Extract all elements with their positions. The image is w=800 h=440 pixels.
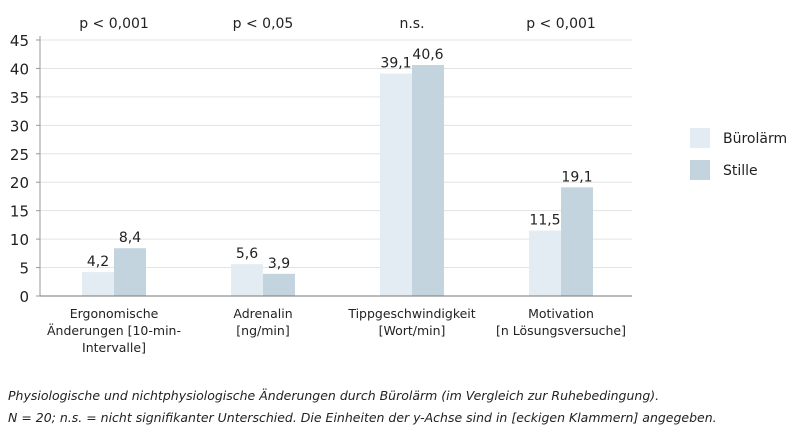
bar-bürolärm bbox=[231, 264, 263, 296]
bar-value-label: 8,4 bbox=[119, 230, 141, 246]
significance-label: p < 0,001 bbox=[526, 16, 596, 32]
bar-bürolärm bbox=[380, 73, 412, 296]
significance-label: n.s. bbox=[399, 16, 424, 32]
x-category-label: [Wort/min] bbox=[379, 323, 446, 338]
bar-stille bbox=[114, 248, 146, 296]
legend-swatch bbox=[690, 160, 710, 180]
x-category-label: [ng/min] bbox=[236, 323, 289, 338]
bar-stille bbox=[561, 187, 593, 296]
bar-stille bbox=[412, 65, 444, 296]
y-tick-label: 45 bbox=[10, 32, 29, 50]
x-category-label: Ergonomische bbox=[70, 306, 159, 321]
y-tick-label: 5 bbox=[19, 260, 29, 278]
bar-value-label: 4,2 bbox=[87, 254, 109, 270]
y-tick-label: 20 bbox=[10, 174, 29, 192]
bar-chart: 0 5 10 15 20 25 30 35 40 45 4,2 5,6 39,1 11,5 8,4 3,9 40… bbox=[10, 16, 787, 355]
y-tick-label: 30 bbox=[10, 117, 29, 135]
x-category-label: Motivation bbox=[528, 306, 594, 321]
y-tick-label: 10 bbox=[10, 231, 29, 249]
bar-value-label: 11,5 bbox=[529, 213, 560, 229]
bar-stille bbox=[263, 273, 295, 296]
bar-bürolärm bbox=[82, 272, 114, 296]
x-category-label: Adrenalin bbox=[233, 306, 292, 321]
x-category-label: [n Lösungsversuche] bbox=[496, 323, 626, 338]
caption-line-2: N = 20; n.s. = nicht signifikanter Unter… bbox=[8, 410, 717, 425]
y-tick-label: 0 bbox=[19, 288, 29, 306]
caption-line-1: Physiologische und nichtphysiologische Ä… bbox=[8, 388, 660, 403]
legend-label: Stille bbox=[723, 163, 758, 179]
bar-value-label: 5,6 bbox=[236, 246, 258, 262]
x-category-label: Änderungen [10-min- bbox=[47, 323, 181, 338]
significance-label: p < 0,001 bbox=[79, 16, 149, 32]
bar-value-label: 3,9 bbox=[268, 256, 290, 272]
bar-value-label: 19,1 bbox=[561, 169, 592, 185]
x-category-label: Intervalle] bbox=[82, 340, 146, 355]
bar-value-label: 40,6 bbox=[412, 47, 443, 63]
bar-bürolärm bbox=[529, 230, 561, 296]
significance-label: p < 0,05 bbox=[233, 16, 294, 32]
y-tick-label: 15 bbox=[10, 203, 29, 221]
legend-label: Bürolärm bbox=[723, 131, 787, 147]
bar-value-label: 39,1 bbox=[380, 56, 411, 72]
legend-swatch bbox=[690, 128, 710, 148]
y-tick-label: 35 bbox=[10, 89, 29, 107]
y-tick-label: 40 bbox=[10, 60, 29, 78]
x-category-label: Tippgeschwindigkeit bbox=[347, 306, 475, 321]
y-tick-label: 25 bbox=[10, 146, 29, 164]
